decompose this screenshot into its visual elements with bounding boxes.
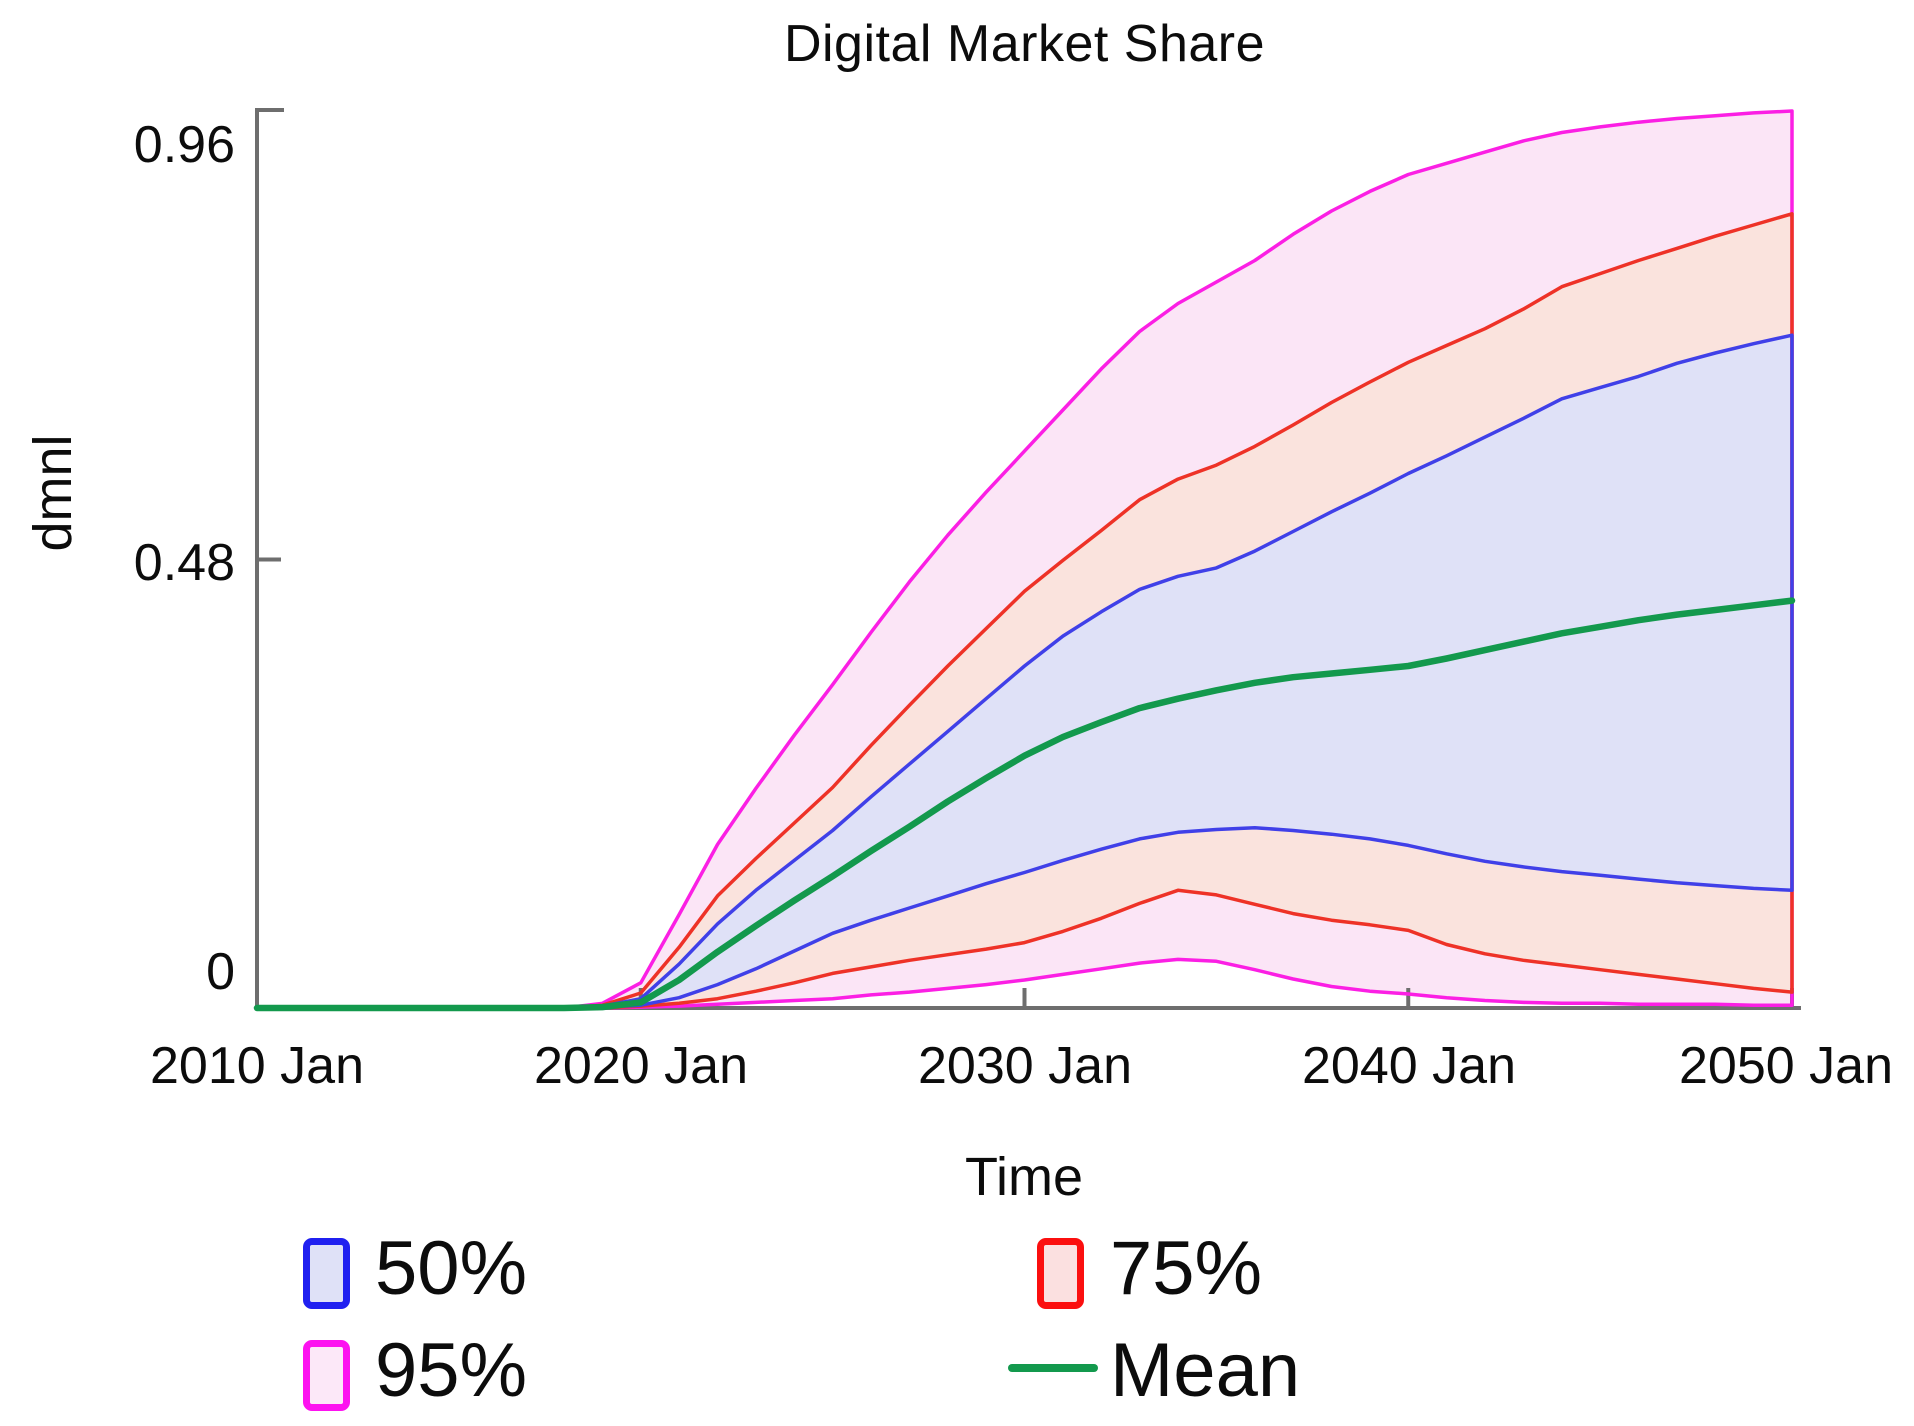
legend-label-95: 95% [375, 1328, 528, 1413]
legend-label-50: 50% [375, 1226, 528, 1311]
y-tick-label-0: 0 [206, 943, 235, 1001]
band-outline-50% [255, 333, 1794, 1010]
x-tick-label-2050: 2050 Jan [1679, 1037, 1893, 1095]
legend-swatch-95 [303, 1340, 350, 1411]
x-tick-label-2030: 2030 Jan [918, 1037, 1132, 1095]
legend-swatch-50 [303, 1238, 350, 1309]
legend-swatch-75 [1037, 1238, 1084, 1309]
legend-mean-line-swatch [1008, 1364, 1098, 1372]
y-tick-label-096: 0.96 [133, 116, 235, 174]
chart-title: Digital Market Share [783, 15, 1266, 73]
x-tick-label-2020: 2020 Jan [534, 1037, 748, 1095]
x-axis-label: Time [965, 1147, 1083, 1207]
x-tick-label-2010: 2010 Jan [150, 1037, 364, 1095]
y-tick-label-048: 0.48 [133, 534, 235, 592]
band-fill-50% [257, 335, 1792, 1008]
x-tick-label-2040: 2040 Jan [1302, 1037, 1516, 1095]
legend-label-mean: Mean [1110, 1328, 1301, 1413]
legend-label-75: 75% [1110, 1226, 1263, 1311]
mean-line [253, 597, 1796, 1012]
